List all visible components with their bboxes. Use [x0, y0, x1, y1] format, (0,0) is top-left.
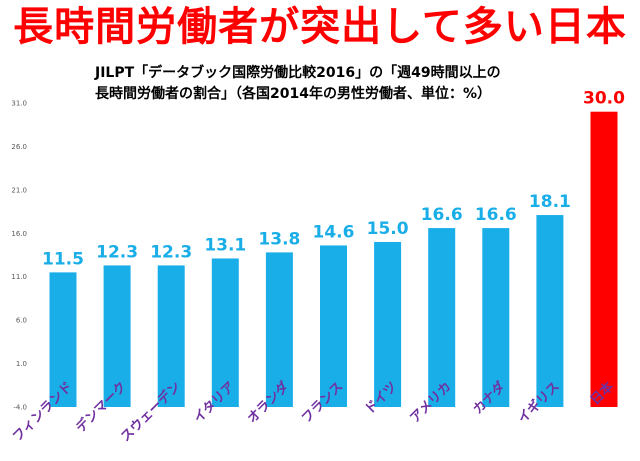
bars	[49, 111, 618, 407]
bar	[482, 228, 510, 407]
subtitle-line-2: 長時間労働者の割合」（各国2014年の男性労働者、単位：%）	[95, 86, 491, 102]
bar-value-label: 11.5	[42, 249, 84, 269]
headline: 長時間労働者が突出して多い日本	[13, 4, 627, 50]
bar-value-label: 30.0	[583, 89, 625, 109]
bar	[211, 258, 239, 407]
bar-value-label: 14.6	[313, 222, 355, 242]
y-tick-label: 1.0	[16, 360, 27, 368]
y-axis-ticks: 31.0 26.0 21.0 16.0 11.0 6.0 1.0 -4.0	[11, 100, 27, 412]
chart-subtitle: JILPT「データブック国際労働比較2016」の「週49時間以上の 長時間労働者…	[95, 63, 565, 105]
bar-value-label: 16.6	[475, 205, 517, 225]
y-tick-label: 26.0	[11, 143, 27, 151]
bar-value-label: 12.3	[150, 242, 192, 262]
y-tick-label: 6.0	[16, 317, 27, 325]
bar	[590, 111, 618, 407]
bar-value-label: 13.1	[204, 235, 246, 255]
bar	[265, 252, 293, 407]
bar-value-labels: 11.5 12.3 12.3 13.1 13.8 14.6 15.0 16.6 16.6 18.1…	[42, 89, 625, 270]
bar-value-label: 18.1	[529, 192, 571, 212]
y-tick-label: 11.0	[11, 273, 27, 281]
y-tick-label: 21.0	[11, 186, 27, 194]
bar-value-label: 13.8	[258, 229, 300, 249]
category-label: フィンランド	[10, 379, 76, 445]
category-label: デンマーク	[73, 379, 130, 436]
bar	[374, 241, 402, 407]
bar	[49, 272, 77, 407]
bar-value-label: 12.3	[96, 242, 138, 262]
y-tick-label: -4.0	[13, 404, 27, 412]
y-tick-label: 31.0	[11, 100, 27, 108]
bar	[428, 228, 456, 407]
bar	[103, 265, 131, 407]
bar-value-label: 15.0	[367, 219, 409, 239]
bar-value-label: 16.6	[421, 205, 463, 225]
y-tick-label: 16.0	[11, 230, 27, 238]
bar	[320, 245, 347, 407]
bar	[157, 265, 185, 407]
subtitle-line-1: JILPT「データブック国際労働比較2016」の「週49時間以上の	[95, 65, 501, 81]
bar	[536, 215, 564, 407]
category-labels: フィンランドデンマークスウェーデン イタリア オランダ フランス ドイツ アメリカ カナダイ…	[10, 379, 617, 445]
